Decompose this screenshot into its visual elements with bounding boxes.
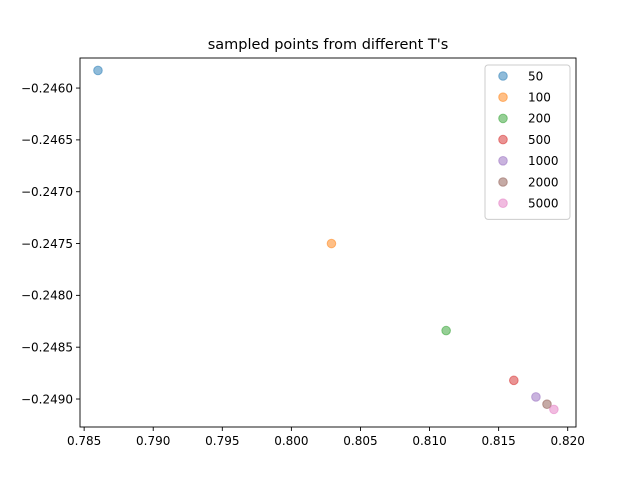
legend-marker-2000 xyxy=(498,177,508,187)
legend-label-2000: 2000 xyxy=(528,175,559,189)
legend-marker-500 xyxy=(498,134,508,145)
y-tick-label: −0.2490 xyxy=(21,392,73,406)
legend-marker-50 xyxy=(498,71,508,81)
data-point-200 xyxy=(441,325,451,336)
y-tick-label: −0.2480 xyxy=(21,289,73,303)
x-tick-label: 0.810 xyxy=(412,434,446,448)
data-points xyxy=(93,65,559,415)
data-point-500 xyxy=(509,375,519,386)
legend-label-50: 50 xyxy=(528,69,543,83)
legend-label-200: 200 xyxy=(528,112,551,126)
plot-axes: 0.785 0.790 0.795 0.800 0.805 0.810 0.815 0.820… xyxy=(21,57,585,448)
data-point-1000 xyxy=(531,392,541,402)
legend-label-1000: 1000 xyxy=(528,154,559,168)
legend-label-500: 500 xyxy=(528,133,551,147)
plot-frame xyxy=(79,57,577,428)
legend-marker-5000 xyxy=(498,198,508,208)
x-tick-label: 0.805 xyxy=(343,434,377,448)
x-tick-label: 0.790 xyxy=(136,434,170,448)
legend-label-5000: 5000 xyxy=(528,197,559,211)
data-point-2000 xyxy=(542,399,552,409)
x-tick-label: 0.800 xyxy=(274,434,308,448)
data-point-100 xyxy=(326,238,337,249)
x-tick-label: 0.820 xyxy=(551,434,585,448)
legend-label-100: 100 xyxy=(528,91,551,105)
y-tick-label: −0.2470 xyxy=(21,185,73,199)
x-tick-label: 0.785 xyxy=(67,434,101,448)
legend-marker-100 xyxy=(498,92,508,102)
y-tick-label: −0.2460 xyxy=(21,81,73,95)
data-point-50 xyxy=(93,65,103,76)
legend: 50 100 200 500 1000 2000 5000 xyxy=(484,64,571,220)
y-tick-label: −0.2485 xyxy=(21,340,73,354)
y-tick-label: −0.2465 xyxy=(21,133,73,147)
x-tick-label: 0.815 xyxy=(481,434,515,448)
data-point-5000 xyxy=(549,404,559,415)
legend-marker-1000 xyxy=(498,156,508,166)
chart-title: sampled points from different T's xyxy=(208,37,449,53)
x-tick-label: 0.795 xyxy=(205,434,239,448)
y-tick-label: −0.2475 xyxy=(21,237,73,251)
legend-marker-200 xyxy=(498,113,508,124)
